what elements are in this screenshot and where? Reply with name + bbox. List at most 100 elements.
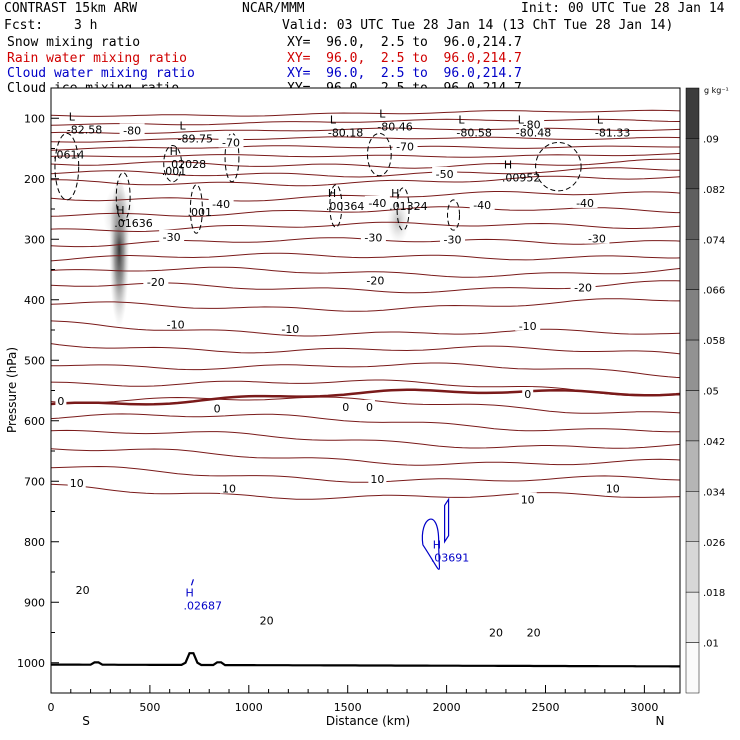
contour-label-bg	[487, 625, 506, 638]
temperature-label: -20	[147, 276, 165, 289]
contour-label-bg	[67, 476, 86, 489]
temperature-contour	[51, 158, 680, 169]
y-tick-label: 200	[24, 173, 45, 186]
temperature-contour	[51, 343, 680, 355]
contour-label-bg	[603, 481, 622, 494]
contour-label-bg	[73, 583, 92, 596]
south-label: S	[82, 714, 90, 728]
temperature-contour	[51, 206, 680, 217]
cloud-ice-contour	[535, 141, 582, 192]
colorbar-segment	[685, 541, 700, 593]
extremum-value: -80.18	[328, 126, 363, 139]
cloud-water-contour	[190, 579, 194, 586]
contour-label-bg	[360, 230, 386, 243]
contour-label-bg	[211, 401, 223, 414]
contour-label-bg	[159, 229, 185, 242]
x-axis: 0 500 1000 1500 2000 2500 3000	[48, 685, 665, 714]
x-tick-label: 1000	[235, 701, 263, 714]
extremum-value: -82.58	[67, 123, 102, 136]
temperature-contour	[51, 298, 680, 312]
colorbar: .09 .082 .074 .066 .058 .05 .042 .034 .026 .018 .0…	[685, 87, 725, 694]
contour-label-bg	[362, 273, 388, 286]
extremum-value: -89.75	[178, 132, 213, 145]
contour-label-bg	[570, 280, 596, 293]
cloud-ice-contour	[396, 187, 410, 231]
contour-label-bg	[572, 195, 598, 208]
temperature-label: 20	[527, 627, 541, 640]
colorbar-segment	[685, 390, 700, 442]
contour-label-bg	[524, 625, 543, 638]
contour-label-bg	[584, 231, 610, 244]
y-axis: 100 200 300 400 500 600 700 800 900 1000	[17, 87, 59, 694]
temperature-label: 20	[76, 584, 90, 597]
temperature-contour	[51, 362, 680, 379]
extremum-value: .02028	[168, 158, 207, 171]
colorbar-label: .034	[703, 487, 725, 498]
temperature-label: 0	[524, 388, 531, 401]
y-tick-label: 800	[24, 536, 45, 549]
temperature-label: 10	[606, 483, 620, 496]
temperature-contour	[51, 145, 680, 151]
cloud-ice-label: .001	[162, 165, 187, 178]
contour-label-bg	[522, 387, 534, 400]
colorbar-segment	[685, 339, 700, 391]
colorbar-segment	[685, 87, 700, 139]
cloud-ice-label: .0614	[53, 149, 85, 162]
extremum-value: -80.46	[377, 120, 412, 133]
temperature-contour	[51, 465, 680, 483]
contour-label-bg	[469, 197, 495, 210]
temperature-label: 0	[366, 401, 373, 414]
colorbar-segment	[685, 239, 700, 290]
temperature-label: 0	[57, 395, 64, 408]
temperature-label: -70	[396, 141, 414, 154]
contour-label-bg	[518, 492, 537, 505]
forecast-label: Fcst:	[4, 18, 44, 33]
cloud-ice-contour	[224, 132, 240, 183]
extremum-value: .00364	[326, 200, 365, 213]
init-time: Init: 00 UTC Tue 28 Jan 14	[521, 1, 725, 16]
y-tick-label: 700	[24, 475, 45, 488]
cloud-ice-contour	[115, 172, 131, 222]
y-tick-label: 100	[24, 112, 45, 125]
colorbar-segment	[685, 591, 700, 643]
temperature-contour	[51, 167, 680, 178]
contour-label-bg	[364, 195, 390, 208]
contour-label-bg	[519, 117, 545, 130]
model-title: CONTRAST 15km ARW	[4, 1, 138, 16]
cloud-ice-contour	[189, 184, 203, 234]
extremum-letter: H	[170, 145, 178, 158]
y-axis-label: Pressure (hPa)	[5, 347, 19, 433]
y-tick-label: 900	[24, 596, 45, 609]
temperature-contour	[51, 448, 680, 466]
temperature-label: -30	[444, 233, 462, 246]
extremum-value: -81.33	[595, 126, 630, 139]
temperature-contour	[51, 266, 680, 278]
contour-label-bg	[363, 399, 375, 412]
temperature-label: -40	[473, 199, 491, 212]
colorbar-segment	[685, 642, 700, 694]
extremum-letter: L	[69, 110, 76, 123]
colorbar-unit: g kg⁻¹	[704, 86, 729, 95]
temperature-contour	[51, 118, 680, 126]
x-tick-label: 3000	[630, 701, 658, 714]
cloud-water-contour	[444, 497, 450, 544]
colorbar-segment	[685, 491, 700, 543]
temperature-label: -80	[123, 124, 141, 137]
extremum-letter: L	[379, 107, 386, 120]
extremum-value: .03691	[431, 552, 470, 565]
extremum-letter: L	[458, 113, 465, 126]
field-rain-name: Rain water mixing ratio	[7, 51, 188, 66]
cloud-ice-contour	[54, 132, 80, 201]
temperature-contour	[51, 109, 680, 117]
contour-label-bg	[220, 481, 239, 494]
temperature-label: -20	[574, 282, 592, 295]
x-tick-label: 500	[139, 701, 160, 714]
temperature-contour	[51, 136, 680, 143]
extremum-letter: H	[433, 539, 441, 552]
colorbar-label: .01	[703, 639, 719, 650]
contour-label-bg	[163, 317, 189, 330]
temperature-label: -30	[163, 231, 181, 244]
temperature-label: 0	[342, 401, 349, 414]
field-snow-xy: XY= 96.0, 2.5 to 96.0,214.7	[287, 35, 522, 50]
